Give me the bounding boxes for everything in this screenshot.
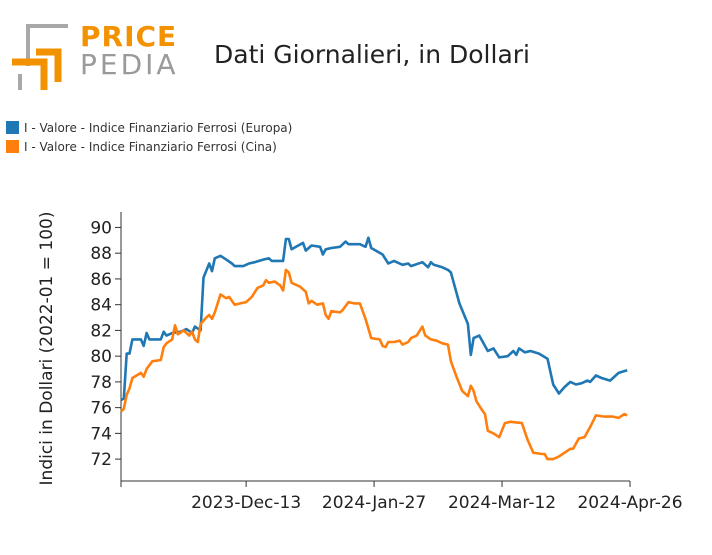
x-tick-label: 2024-Mar-12	[448, 493, 556, 513]
series-lines	[120, 236, 628, 461]
series-line-cina	[120, 268, 628, 461]
y-tick-label: 84	[90, 296, 112, 316]
legend-swatch-cina	[6, 140, 19, 153]
y-tick-label: 82	[90, 321, 112, 341]
logo-mark-icon	[12, 24, 68, 90]
pricepedia-logo: PRICE PEDIA	[8, 22, 176, 94]
logo-text-pedia: PEDIA	[80, 48, 179, 81]
y-tick-label: 74	[90, 424, 112, 444]
x-tick-label: 2024-Jan-27	[322, 493, 426, 513]
x-tick-label: 2023-Dec-13	[191, 493, 301, 513]
y-tick-label: 78	[90, 373, 112, 393]
y-tick-label: 86	[90, 270, 112, 290]
y-tick-label: 80	[90, 347, 112, 367]
y-axis-title: Indici in Dollari (2022-01 = 100)	[37, 212, 57, 486]
logo-text-price: PRICE	[80, 20, 178, 53]
chart-title: Dati Giornalieri, in Dollari	[214, 40, 530, 69]
y-axis: 72 74 76 78 80 82 84 86 88 90	[90, 212, 122, 481]
series-line-europa	[120, 236, 628, 402]
chart-legend: I - Valore - Indice Finanziario Ferrosi …	[6, 118, 292, 156]
legend-swatch-europa	[6, 121, 19, 134]
legend-label-cina: I - Valore - Indice Finanziario Ferrosi …	[24, 139, 277, 154]
legend-item-europa: I - Valore - Indice Finanziario Ferrosi …	[6, 118, 292, 137]
y-tick-label: 88	[90, 244, 112, 264]
x-axis: 2023-Dec-13 2024-Jan-27 2024-Mar-12 2024-Ap…	[120, 480, 683, 513]
y-tick-label: 72	[90, 450, 112, 470]
legend-item-cina: I - Valore - Indice Finanziario Ferrosi …	[6, 137, 292, 156]
legend-label-europa: I - Valore - Indice Finanziario Ferrosi …	[24, 120, 293, 135]
y-tick-label: 90	[90, 218, 112, 238]
x-tick-label: 2024-Apr-26	[577, 493, 682, 513]
y-tick-label: 76	[90, 399, 112, 419]
